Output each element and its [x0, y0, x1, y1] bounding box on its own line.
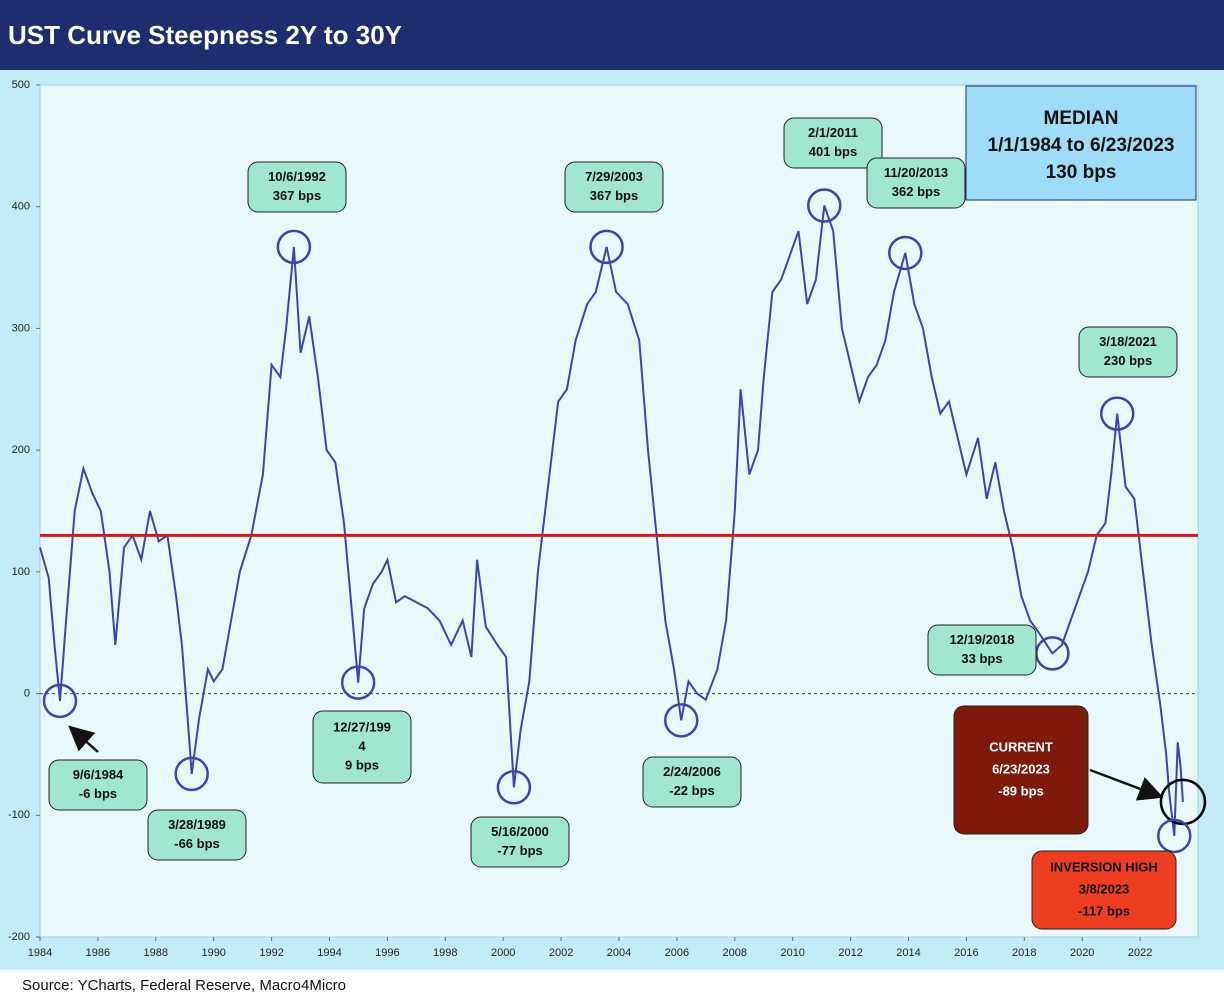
x-tick-label: 1992: [259, 947, 283, 959]
annotation-label: 2/24/2006: [663, 764, 721, 779]
x-tick-label: 1984: [28, 947, 52, 959]
x-tick-label: 2008: [723, 947, 747, 959]
footer: [0, 970, 1224, 1000]
x-tick-label: 2016: [954, 947, 978, 959]
annotation-label: 7/29/2003: [585, 169, 643, 184]
annotation-label: 9/6/1984: [73, 767, 124, 782]
annotation-label: 11/20/2013: [884, 165, 948, 180]
annotation-label: -77 bps: [497, 843, 543, 858]
x-tick-label: 1998: [433, 947, 457, 959]
annotation-label: 3/8/2023: [1079, 881, 1130, 896]
annotation-box: [564, 161, 664, 213]
annotation-label: 3/28/1989: [168, 817, 226, 832]
annotation-box: [470, 816, 570, 868]
annotation-box: [1031, 850, 1177, 930]
annotation-label: -6 bps: [79, 786, 117, 801]
annotation-label: 230 bps: [1104, 353, 1152, 368]
highlight-circle: [496, 770, 532, 805]
y-tick-label: 500: [12, 79, 30, 91]
annotation-box: [1078, 326, 1178, 378]
annotation-arrow: [68, 725, 99, 753]
y-tick-label: 0: [24, 687, 30, 699]
annotation-box: [48, 759, 148, 811]
annotation-label: 367 bps: [590, 188, 638, 203]
annotation-label: INVERSION HIGH: [1050, 859, 1158, 874]
annotation-label: 362 bps: [892, 184, 940, 199]
median-label: 130 bps: [1046, 162, 1117, 183]
highlight-circle: [589, 229, 624, 265]
x-tick-label: 1986: [86, 947, 110, 959]
y-tick-label: -100: [8, 809, 30, 821]
x-tick-label: 2010: [780, 947, 804, 959]
x-tick-label: 2006: [665, 947, 689, 959]
annotation-label: 4: [358, 738, 366, 753]
x-tick-label: 2020: [1070, 947, 1094, 959]
highlight-circle: [42, 683, 78, 719]
annotation-label: 367 bps: [273, 188, 321, 203]
y-tick-label: -200: [8, 931, 30, 943]
x-tick-label: 2000: [491, 947, 515, 959]
highlight-circle: [663, 703, 699, 738]
highlight-circle: [888, 235, 923, 271]
x-tick-label: 2014: [896, 947, 920, 959]
y-tick-label: 200: [12, 444, 30, 456]
annotation-box: [247, 161, 347, 213]
annotation-box: [953, 705, 1089, 835]
annotation-arrow: [1089, 768, 1164, 801]
annotation-label: CURRENT: [989, 739, 1053, 754]
chart-title: UST Curve Steepness 2Y to 30Y: [8, 20, 402, 50]
header: [0, 0, 1224, 70]
x-tick-label: 1988: [144, 947, 168, 959]
highlight-circle: [276, 229, 312, 265]
annotation-label: 3/18/2021: [1099, 334, 1157, 349]
annotation-label: 33 bps: [961, 651, 1002, 666]
y-tick-label: 400: [12, 201, 30, 213]
x-tick-label: 1994: [317, 947, 341, 959]
annotation-box: [147, 809, 247, 861]
x-tick-label: 2002: [549, 947, 573, 959]
highlight-circle: [1157, 818, 1192, 854]
x-tick-label: 2018: [1012, 947, 1036, 959]
x-tick-label: 2012: [838, 947, 862, 959]
annotation-label: 9 bps: [345, 757, 379, 772]
annotation-label: 12/19/2018: [949, 632, 1014, 647]
x-tick-label: 1996: [375, 947, 399, 959]
highlight-circle: [807, 188, 842, 223]
annotation-label: 401 bps: [809, 144, 857, 159]
annotation-label: -66 bps: [174, 836, 220, 851]
median-label: 1/1/1984 to 6/23/2023: [988, 135, 1175, 156]
median-label: MEDIAN: [1044, 108, 1119, 129]
annotation-box: [783, 117, 883, 169]
annotation-label: 12/27/199: [333, 719, 391, 734]
annotation-label: 10/6/1992: [268, 169, 326, 184]
annotation-label: -89 bps: [998, 783, 1044, 798]
y-tick-label: 100: [12, 566, 30, 578]
annotation-box: [866, 157, 966, 209]
x-tick-label: 2022: [1128, 947, 1152, 959]
annotation-box: [642, 756, 742, 808]
highlight-circle: [174, 756, 209, 792]
annotation-box: [927, 624, 1037, 676]
annotation-label: -22 bps: [669, 783, 715, 798]
highlight-circle: [1099, 396, 1135, 431]
annotation-label: 5/16/2000: [491, 824, 549, 839]
y-tick-label: 300: [12, 322, 30, 334]
annotation-label: -117 bps: [1078, 903, 1130, 918]
median-box: [965, 85, 1197, 201]
series-line: [39, 205, 1184, 837]
annotation-box: [312, 710, 412, 784]
annotation-label: 2/1/2011: [808, 125, 858, 140]
highlight-circle: [340, 665, 376, 700]
annotation-label: 6/23/2023: [992, 761, 1050, 776]
source: Source: YCharts, Federal Reserve, Macro4…: [22, 977, 346, 994]
x-tick-label: 2004: [607, 947, 631, 959]
x-tick-label: 1990: [201, 947, 225, 959]
